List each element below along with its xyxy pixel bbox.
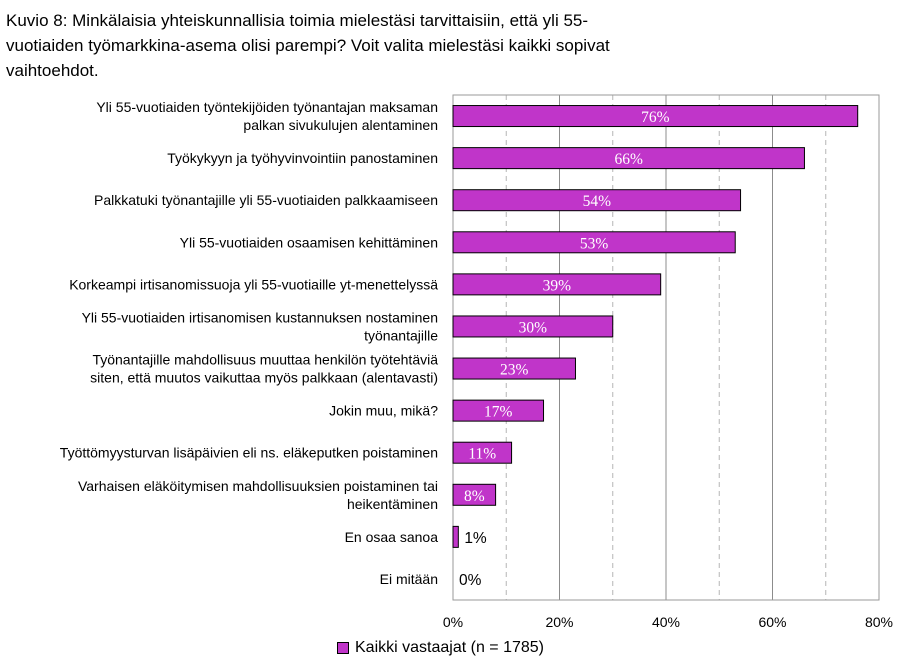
x-tick-label: 20% [545, 614, 573, 630]
data-label: 30% [519, 319, 548, 336]
bar [452, 357, 576, 380]
legend: Kaikki vastaajat (n = 1785) [337, 639, 544, 657]
bar [452, 231, 736, 254]
x-tick-label: 80% [865, 614, 893, 630]
legend-label: Kaikki vastaajat (n = 1785) [355, 639, 544, 656]
data-label: 76% [641, 109, 670, 126]
x-axis-ticks: 0% 20% 40% 60% 80% [443, 614, 893, 630]
category-label: Yli 55-vuotiaiden työntekijöiden työnant… [96, 99, 438, 115]
data-label: 23% [500, 362, 529, 379]
category-label: Työnantajille mahdollisuus muuttaa henki… [92, 352, 438, 368]
category-label: Yli 55-vuotiaiden irtisanomisen kustannu… [82, 309, 438, 325]
category-label: En osaa sanoa [345, 529, 439, 545]
data-label: 1% [464, 530, 487, 547]
chart-title-line: Kuvio 8: Minkälaisia yhteiskunnallisia t… [6, 11, 589, 30]
gridlines [505, 95, 827, 600]
x-tick-label: 40% [652, 614, 680, 630]
category-label: Työkykyyn ja työhyvinvointiin panostamin… [167, 150, 438, 166]
bar [452, 315, 614, 338]
x-tick-label: 0% [443, 614, 463, 630]
plot-area [452, 94, 880, 601]
category-label: Korkeampi irtisanomissuoja yli 55-vuotia… [69, 276, 438, 292]
data-label: 8% [464, 488, 485, 505]
category-label: Työttömyysturvan lisäpäivien eli ns. elä… [60, 445, 438, 461]
bar [452, 189, 742, 212]
category-labels: Yli 55-vuotiaiden työntekijöiden työnant… [60, 99, 438, 587]
chart-title: Kuvio 8: Minkälaisia yhteiskunnallisia t… [6, 8, 706, 83]
data-label: 66% [615, 151, 644, 168]
data-label: 11% [468, 446, 496, 463]
data-label: 54% [583, 193, 612, 210]
category-label: palkan sivukulujen alentaminen [243, 117, 438, 133]
bar [452, 105, 859, 128]
category-label: Yli 55-vuotiaiden osaamisen kehittäminen [180, 234, 438, 250]
bar [452, 147, 805, 170]
bar [452, 441, 513, 464]
bar [452, 399, 545, 422]
category-label: siten, että muutos vaikuttaa myös palkka… [90, 370, 438, 386]
category-label: Palkkatuki työnantajille yli 55-vuotiaid… [94, 192, 438, 208]
data-label: 0% [459, 572, 482, 589]
legend-swatch [337, 642, 349, 654]
data-label: 53% [580, 235, 609, 252]
data-label: 39% [543, 277, 572, 294]
bar [452, 525, 459, 548]
chart-title-line: vaihtoehdot. [6, 61, 99, 80]
bar [452, 273, 662, 296]
category-label: Jokin muu, mikä? [329, 403, 438, 419]
category-label: Varhaisen eläköitymisen mahdollisuuksien… [78, 478, 438, 494]
chart-title-line: vuotiaiden työmarkkina-asema olisi parem… [6, 36, 610, 55]
bar [452, 483, 497, 506]
data-label: 17% [484, 404, 513, 421]
category-label: Ei mitään [380, 571, 438, 587]
category-label: työnantajille [364, 327, 438, 343]
x-tick-label: 60% [758, 614, 786, 630]
bars: 76% 66% 54% 53% 39% 30% 23% 17% 11% 8% 1% 0% [452, 105, 859, 589]
category-label: heikentäminen [347, 496, 438, 512]
